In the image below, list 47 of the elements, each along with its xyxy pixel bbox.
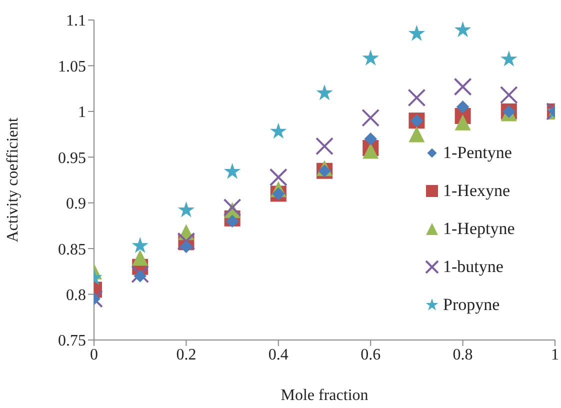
point xyxy=(408,88,426,107)
point xyxy=(362,142,379,159)
legend-label: 1-Heptyne xyxy=(443,219,515,239)
point xyxy=(223,198,242,216)
legend-label: 1-butyne xyxy=(443,257,504,277)
point xyxy=(132,250,148,266)
x-tick-label: 0 xyxy=(90,346,98,364)
point xyxy=(408,24,426,41)
x-tick-label: 0.8 xyxy=(452,346,473,364)
point xyxy=(456,100,470,114)
point xyxy=(408,126,425,142)
point xyxy=(270,122,287,139)
y-tick-label: 1.1 xyxy=(66,12,86,30)
point xyxy=(454,21,472,38)
x-tick-label: 1 xyxy=(551,346,559,364)
legend-label: 1-Pentyne xyxy=(443,143,512,163)
y-tick-label: 1 xyxy=(78,104,86,122)
x-tick-label: 0.4 xyxy=(268,346,288,364)
y-tick-label: 1.05 xyxy=(58,58,86,76)
y-tick-label: 0.9 xyxy=(66,196,86,213)
y-tick-label: 0.95 xyxy=(58,150,86,167)
point xyxy=(180,240,193,254)
point xyxy=(454,114,471,130)
point xyxy=(132,237,148,253)
legend-label: 1-Hexyne xyxy=(443,181,510,201)
point xyxy=(226,214,239,228)
point xyxy=(316,137,334,156)
legend-label: Propyne xyxy=(443,295,500,315)
x-tick-label: 0.2 xyxy=(176,346,196,364)
point xyxy=(224,162,241,179)
y-tick-label: 0.75 xyxy=(58,332,86,350)
y-axis-title: Activity coefficient xyxy=(4,117,22,242)
point xyxy=(134,270,146,282)
x-tick-label: 0.6 xyxy=(360,346,381,364)
point xyxy=(362,50,379,66)
point xyxy=(454,78,472,96)
y-tick-label: 0.85 xyxy=(58,241,86,258)
point xyxy=(500,86,518,104)
point xyxy=(364,132,377,146)
point xyxy=(131,265,150,284)
y-tick-label: 0.8 xyxy=(66,286,86,304)
point xyxy=(362,108,380,127)
x-axis-title: Mole fraction xyxy=(280,387,368,404)
point xyxy=(178,201,195,218)
point xyxy=(500,50,518,66)
point xyxy=(316,84,333,100)
point xyxy=(269,168,288,186)
